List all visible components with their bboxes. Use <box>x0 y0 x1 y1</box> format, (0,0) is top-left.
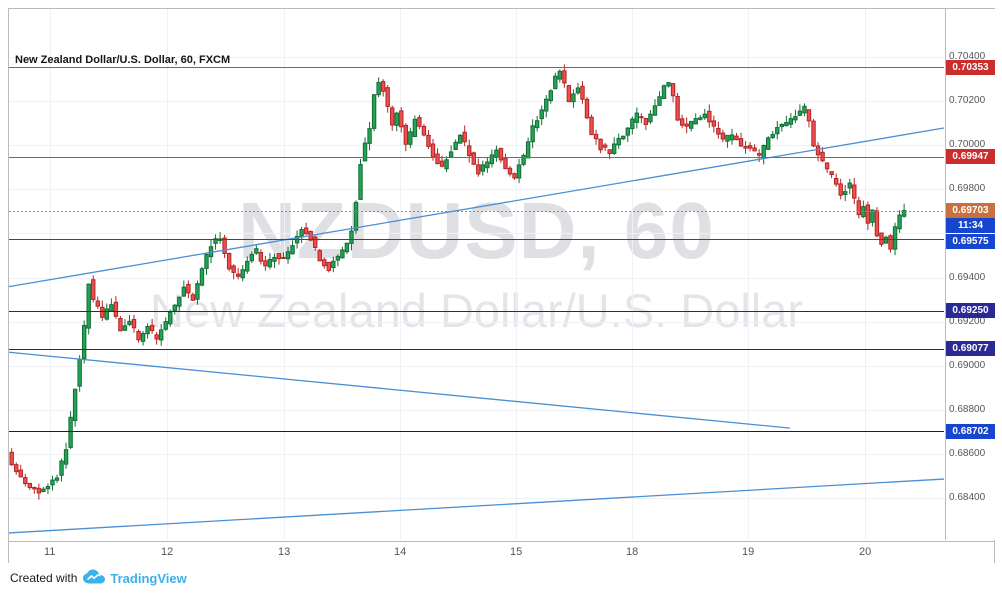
price-level-badge: 0.69077 <box>946 341 995 356</box>
time-axis-label: 19 <box>742 546 755 558</box>
candlestick-canvas[interactable] <box>9 9 944 540</box>
chart-legend[interactable]: New Zealand Dollar/U.S. Dollar, 60, FXCM <box>15 54 231 66</box>
bar-countdown-badge: 11:34 <box>946 218 995 233</box>
price-axis-label: 0.69200 <box>949 316 986 327</box>
time-axis-label: 14 <box>394 546 407 558</box>
price-level-badge: 0.68702 <box>946 424 995 439</box>
time-axis-label: 20 <box>859 546 872 558</box>
price-level-badge: 0.69250 <box>946 303 995 318</box>
tradingview-cloud-icon <box>82 569 106 587</box>
chart-widget: NZDUSD, 60 New Zealand Dollar/U.S. Dolla… <box>8 8 995 563</box>
time-axis-label: 11 <box>44 546 56 558</box>
price-axis-label: 0.70200 <box>949 95 986 106</box>
time-axis[interactable]: 11 12 13 14 15 18 19 20 <box>9 541 994 563</box>
attribution-bar: Created with TradingView <box>10 567 187 589</box>
price-level-badge: 0.69947 <box>946 149 995 164</box>
tradingview-link[interactable]: TradingView <box>82 569 187 587</box>
price-axis-label: 0.70000 <box>949 139 986 150</box>
time-axis-label: 13 <box>278 546 291 558</box>
price-axis-label: 0.70400 <box>949 51 986 62</box>
time-axis-label: 18 <box>626 546 639 558</box>
price-axis[interactable]: 0.70400 0.70200 0.70000 0.69800 0.69400 0.692… <box>945 9 995 540</box>
price-axis-label: 0.69800 <box>949 183 986 194</box>
price-axis-label: 0.68800 <box>949 404 986 415</box>
price-axis-label: 0.69400 <box>949 272 986 283</box>
created-with-text: Created with <box>10 571 78 585</box>
time-axis-label: 12 <box>161 546 174 558</box>
price-level-badge: 0.69703 <box>946 203 995 218</box>
time-axis-label: 15 <box>510 546 523 558</box>
price-axis-label: 0.68400 <box>949 492 986 503</box>
tradingview-brand-text: TradingView <box>110 570 187 586</box>
price-axis-label: 0.69000 <box>949 360 986 371</box>
price-level-badge: 0.69575 <box>946 234 995 249</box>
price-axis-label: 0.68600 <box>949 448 986 459</box>
price-chart-pane[interactable]: NZDUSD, 60 New Zealand Dollar/U.S. Dolla… <box>9 9 944 540</box>
price-level-badge: 0.70353 <box>946 60 995 75</box>
